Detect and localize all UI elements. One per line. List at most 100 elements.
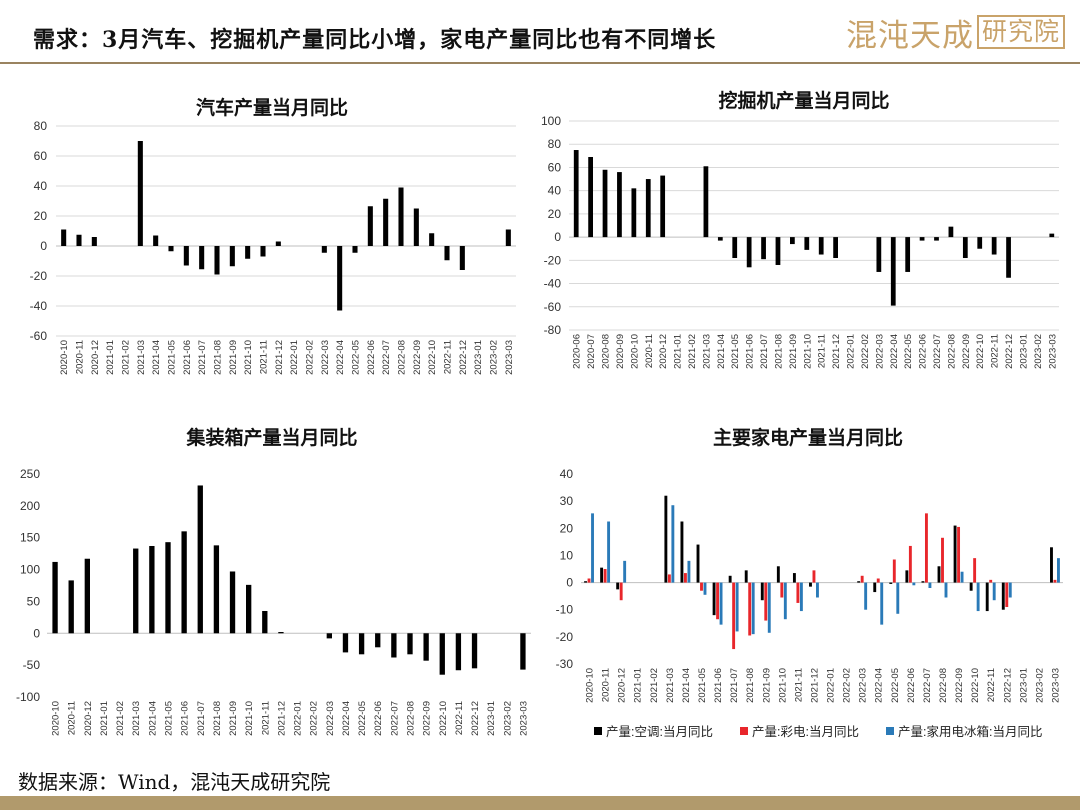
bar bbox=[812, 570, 816, 583]
x-tick-label: 2021-06 bbox=[180, 701, 191, 736]
bar bbox=[1006, 237, 1011, 278]
bar bbox=[969, 582, 973, 591]
bar bbox=[775, 237, 781, 265]
x-tick-label: 2022-07 bbox=[389, 701, 400, 736]
bar bbox=[860, 575, 864, 583]
x-tick-label: 2021-06 bbox=[182, 340, 193, 375]
bar bbox=[732, 237, 738, 259]
legend-swatch bbox=[594, 727, 602, 735]
bar bbox=[735, 582, 739, 632]
bar bbox=[413, 208, 419, 246]
bar bbox=[889, 582, 893, 584]
bar bbox=[423, 633, 429, 661]
x-tick-label: 2023-01 bbox=[1018, 334, 1029, 369]
x-tick-label: 2022-08 bbox=[938, 668, 949, 703]
x-tick-label: 2021-02 bbox=[687, 334, 698, 369]
bar bbox=[792, 573, 796, 583]
chart-container-title: 集装箱产量当月同比 bbox=[185, 426, 357, 449]
bar bbox=[213, 545, 220, 634]
x-tick-label: 2021-04 bbox=[681, 668, 692, 703]
bar bbox=[197, 485, 203, 634]
bar bbox=[833, 237, 838, 259]
x-tick-label: 2021-08 bbox=[773, 334, 784, 369]
bar bbox=[444, 246, 450, 261]
bar bbox=[68, 580, 74, 634]
y-tick-label: 20 bbox=[34, 209, 48, 223]
bar bbox=[953, 525, 957, 583]
bar bbox=[719, 582, 723, 625]
x-tick-label: 2021-03 bbox=[131, 701, 142, 736]
x-tick-label: 2021-06 bbox=[745, 334, 756, 369]
x-tick-label: 2021-11 bbox=[817, 334, 828, 368]
y-tick-label: -20 bbox=[556, 630, 574, 644]
x-tick-label: 2020-10 bbox=[59, 340, 70, 375]
bar bbox=[761, 237, 766, 260]
bar bbox=[429, 233, 435, 246]
bar bbox=[229, 571, 236, 634]
bar bbox=[687, 560, 691, 583]
bar bbox=[631, 188, 637, 238]
bar bbox=[818, 237, 824, 255]
bar bbox=[358, 633, 365, 655]
y-tick-label: 40 bbox=[560, 467, 574, 481]
x-tick-label: 2020-11 bbox=[601, 668, 612, 702]
x-tick-label: 2022-01 bbox=[826, 668, 837, 703]
bar bbox=[1057, 558, 1060, 583]
x-tick-label: 2020-11 bbox=[75, 340, 86, 374]
x-tick-label: 2021-03 bbox=[136, 340, 147, 375]
bar bbox=[876, 237, 882, 272]
bar bbox=[804, 237, 810, 250]
x-tick-label: 2022-06 bbox=[366, 340, 377, 375]
x-tick-label: 2020-12 bbox=[658, 334, 669, 369]
bar bbox=[137, 141, 143, 246]
bar bbox=[1049, 233, 1055, 238]
bar bbox=[992, 582, 996, 601]
x-tick-label: 2021-03 bbox=[701, 334, 712, 369]
bar bbox=[584, 581, 587, 583]
y-tick-label: 40 bbox=[548, 184, 562, 198]
bar bbox=[857, 581, 861, 583]
x-tick-label: 2023-02 bbox=[1034, 668, 1045, 703]
bar bbox=[367, 206, 373, 246]
x-tick-label: 2023-03 bbox=[1047, 334, 1058, 369]
bar bbox=[391, 633, 397, 658]
bar bbox=[505, 229, 511, 246]
bar bbox=[165, 542, 171, 634]
bar bbox=[890, 237, 896, 306]
x-tick-label: 2020-06 bbox=[572, 334, 583, 369]
x-tick-label: 2021-07 bbox=[197, 340, 208, 375]
bar bbox=[816, 582, 819, 598]
bar bbox=[1005, 582, 1009, 607]
bar bbox=[275, 241, 281, 246]
x-tick-label: 2022-12 bbox=[458, 340, 469, 375]
bar bbox=[619, 582, 623, 601]
bar bbox=[352, 246, 358, 253]
bar bbox=[91, 237, 97, 246]
x-tick-label: 2023-01 bbox=[486, 701, 497, 736]
bar bbox=[591, 513, 594, 583]
x-tick-label: 2022-08 bbox=[946, 334, 957, 369]
bar bbox=[976, 582, 980, 612]
bar bbox=[767, 582, 771, 633]
y-tick-label: 80 bbox=[34, 119, 48, 133]
y-tick-label: 40 bbox=[34, 179, 48, 193]
bar bbox=[262, 610, 268, 634]
x-tick-label: 2022-03 bbox=[320, 340, 331, 375]
x-tick-label: 2022-10 bbox=[438, 701, 449, 736]
x-tick-label: 2021-12 bbox=[831, 334, 842, 369]
bar bbox=[398, 187, 404, 246]
chart-excavator-production: 挖掘机产量当月同比 100 80 60 40 20 0 -20 -40 -60 -80 2020-0… bbox=[541, 89, 1059, 369]
bar bbox=[260, 246, 266, 257]
x-tick-label: 2020-09 bbox=[615, 334, 626, 369]
x-tick-label: 2022-10 bbox=[970, 668, 981, 703]
bar bbox=[919, 237, 925, 241]
bar bbox=[962, 237, 968, 259]
y-tick-label: -10 bbox=[556, 603, 574, 617]
x-tick-label: 2021-11 bbox=[260, 701, 271, 735]
bar bbox=[944, 582, 948, 598]
data-source: 数据来源：Wind，混沌天成研究院 bbox=[18, 770, 331, 794]
bar bbox=[991, 237, 997, 255]
x-tick-label: 2020-10 bbox=[585, 668, 596, 703]
x-tick-label: 2022-02 bbox=[842, 668, 853, 703]
